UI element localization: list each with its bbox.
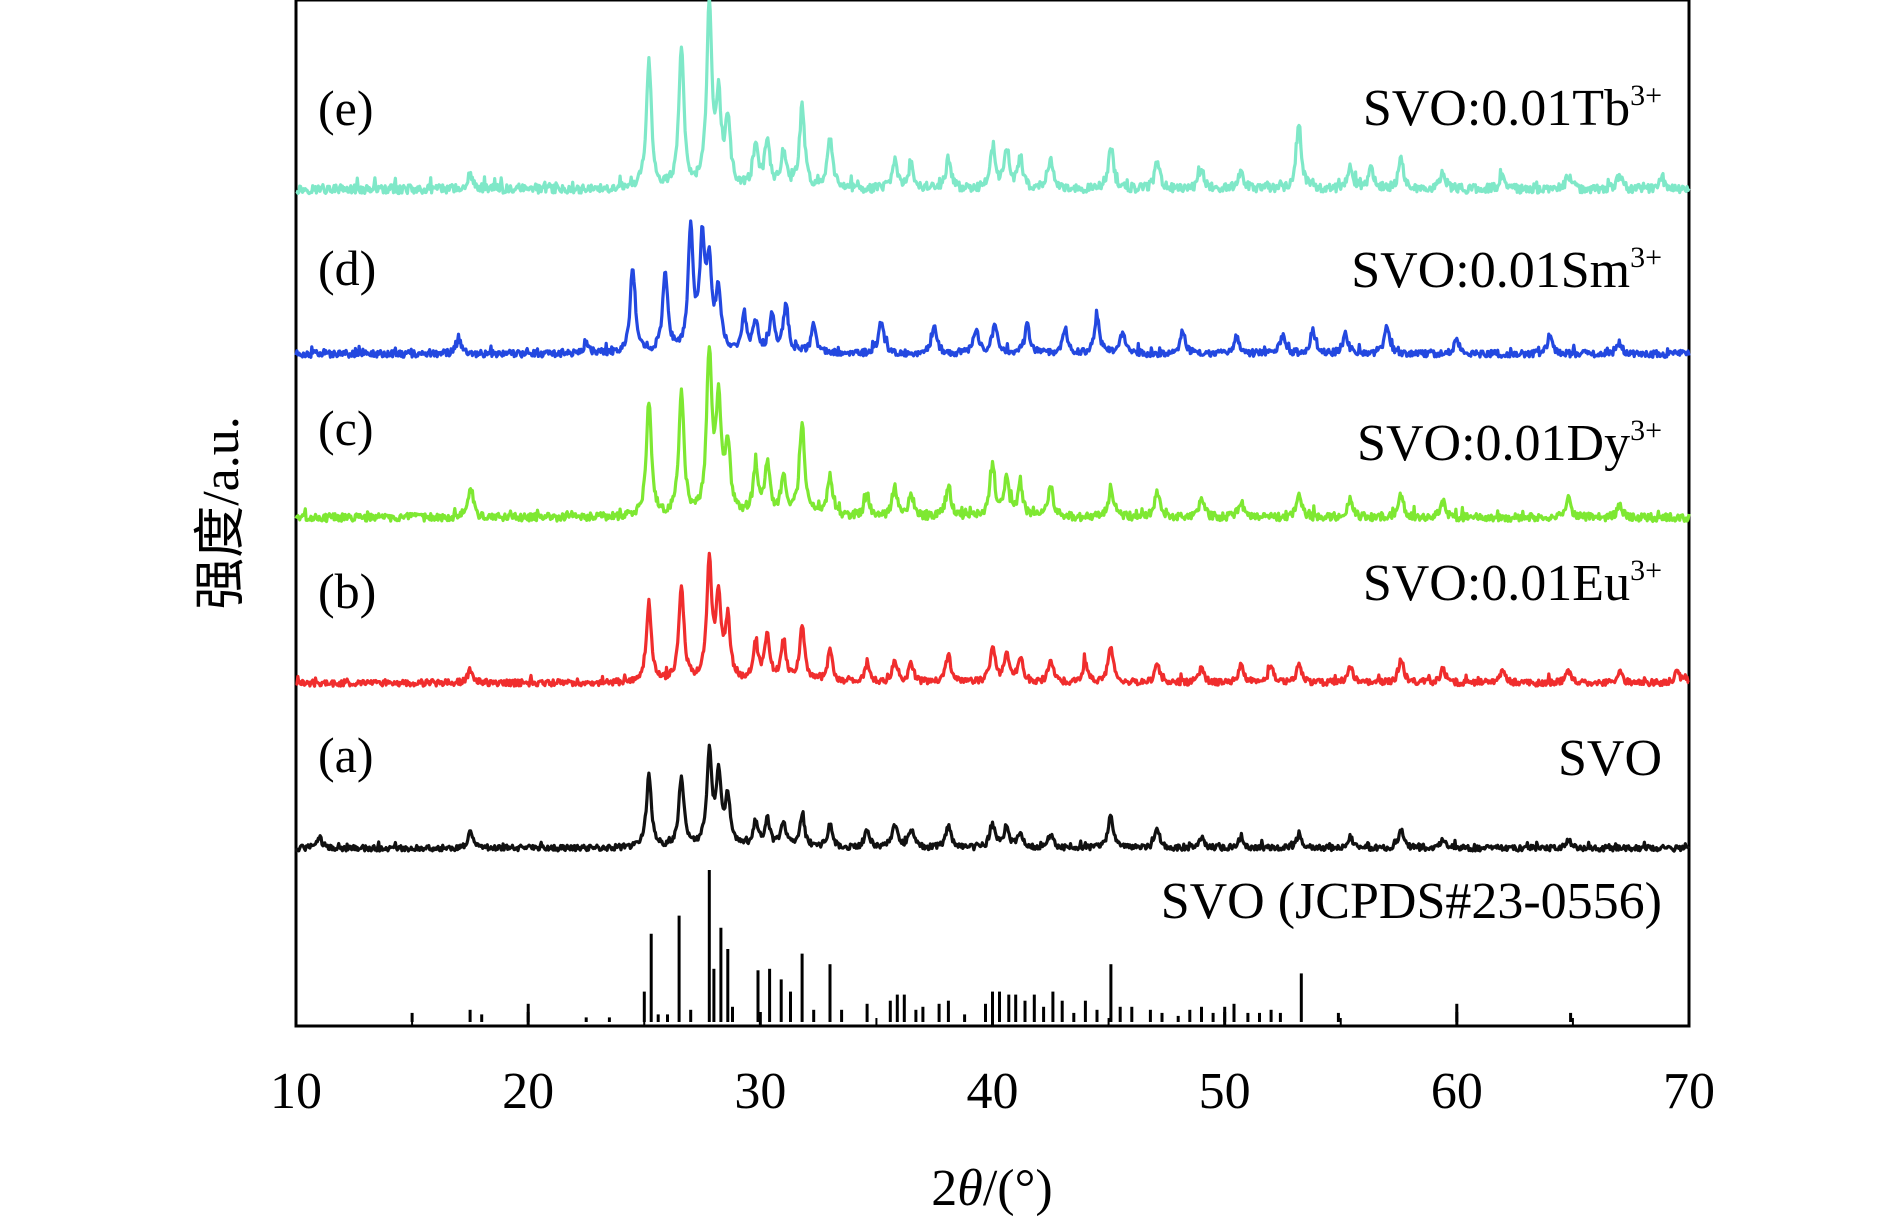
x-tick-label: 20 — [502, 1063, 554, 1120]
x-axis: 10 20 30 40 50 60 70 — [270, 1012, 1715, 1120]
series-letter-label: (b) — [318, 563, 376, 619]
x-tick-label: 30 — [734, 1063, 786, 1120]
series-name-label: SVO:0.01Tb3+ — [1363, 79, 1662, 137]
series-line-svo — [294, 743, 1691, 853]
series-line-sm — [294, 219, 1691, 359]
x-tick-label: 10 — [270, 1063, 322, 1120]
series-layer — [294, 0, 1691, 853]
series-name-label: SVO:0.01Dy3+ — [1357, 414, 1662, 472]
series-letter-label: (e) — [318, 80, 374, 136]
series-name-label: SVO — [1558, 730, 1662, 787]
series-letter-label: (c) — [318, 400, 374, 456]
reference-pattern — [410, 870, 1573, 1022]
series-line-eu — [295, 551, 1690, 688]
x-tick-label: 40 — [967, 1063, 1019, 1120]
x-axis-title: 2θ/(°) — [931, 1160, 1052, 1217]
x-tick-label: 50 — [1199, 1063, 1251, 1120]
series-letter-label: (d) — [318, 240, 376, 296]
x-tick-label: 70 — [1663, 1063, 1715, 1120]
label-layer: (e) SVO:0.01Tb3+ (d) SVO:0.01Sm3+ (c) SVO:0.0… — [318, 79, 1662, 930]
series-letter-label: (a) — [318, 727, 374, 783]
y-axis-title: 强度/a.u. — [193, 416, 250, 610]
series-line-tb — [295, 0, 1691, 196]
series-line-dy — [294, 345, 1691, 524]
reference-label: SVO (JCPDS#23-0556) — [1161, 873, 1662, 930]
series-name-label: SVO:0.01Sm3+ — [1351, 241, 1662, 299]
x-tick-label: 60 — [1431, 1063, 1483, 1120]
series-name-label: SVO:0.01Eu3+ — [1363, 554, 1662, 612]
